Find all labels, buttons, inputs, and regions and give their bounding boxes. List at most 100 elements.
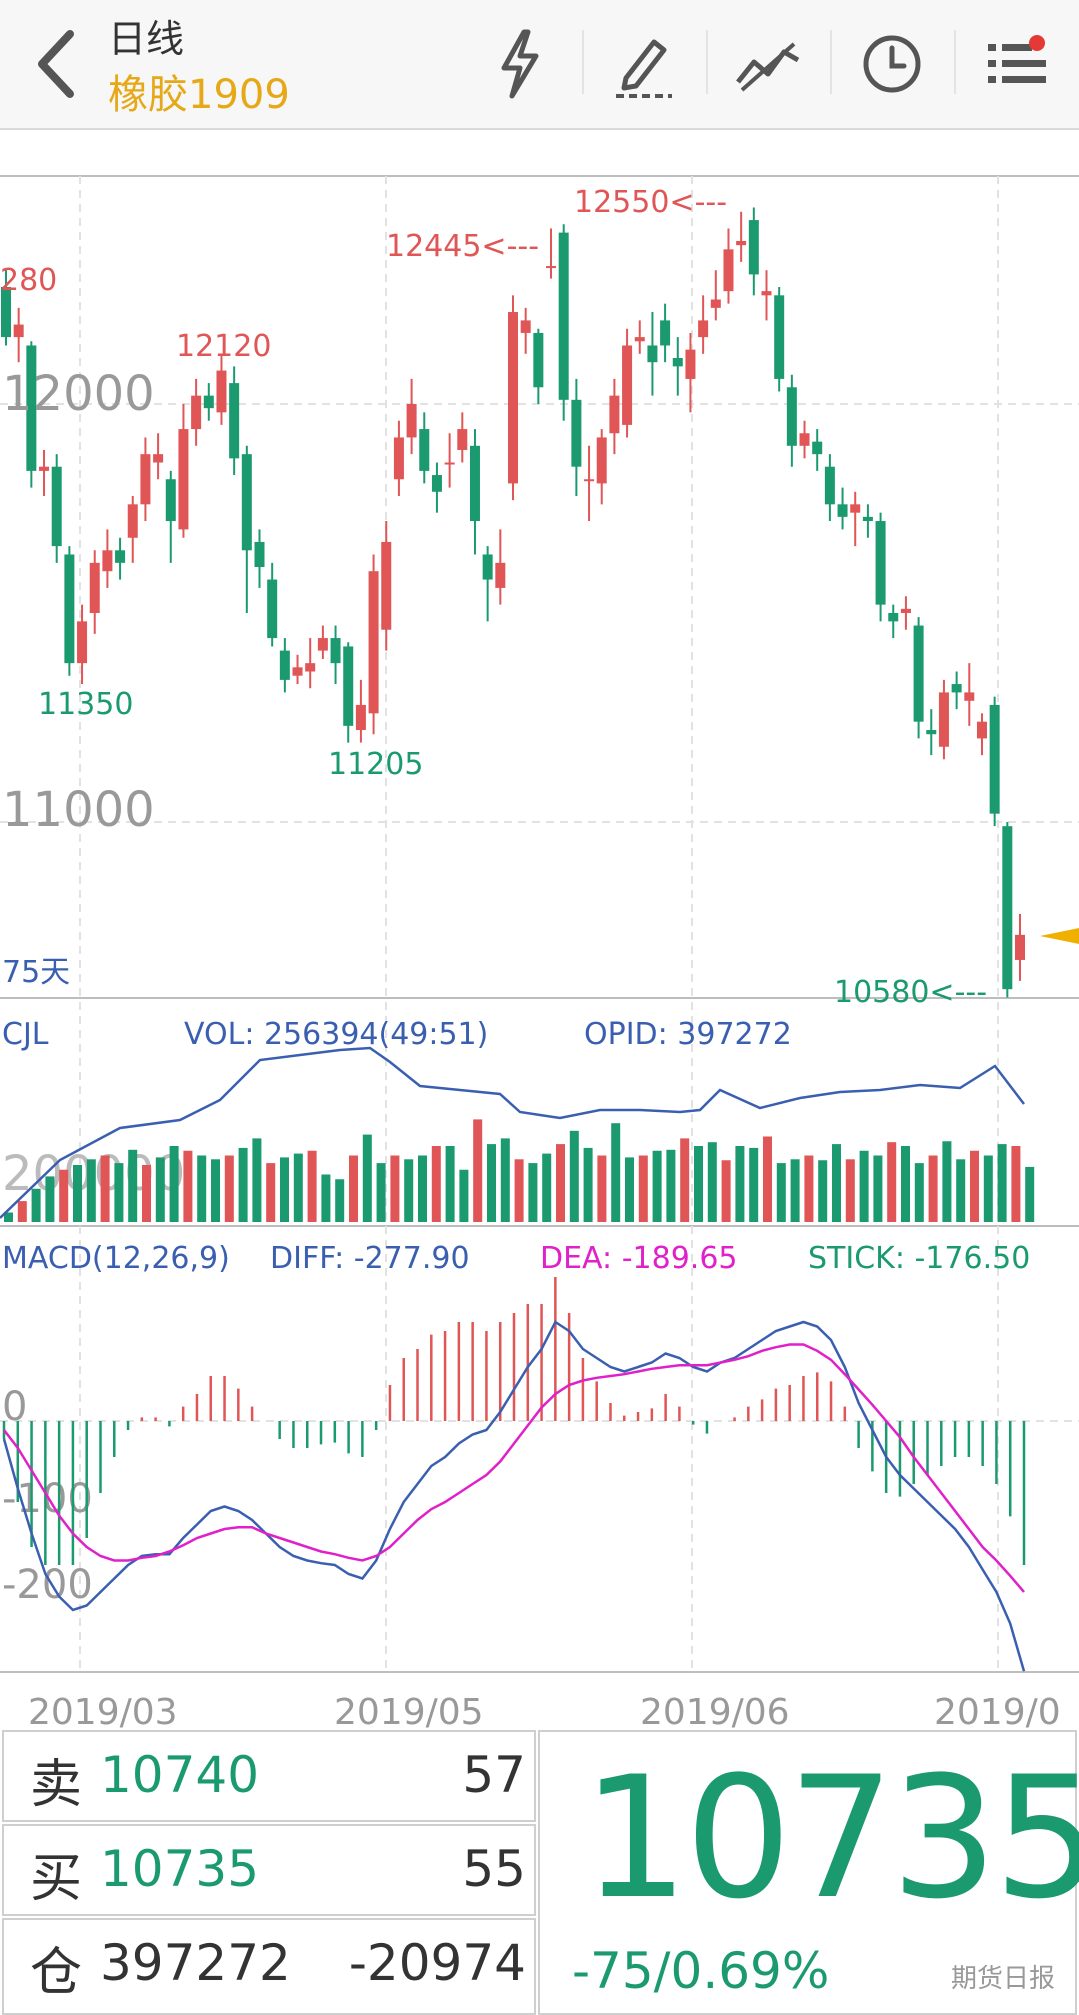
volume-bar <box>928 1155 938 1222</box>
notification-dot-icon <box>1029 35 1045 51</box>
candle <box>13 307 24 363</box>
volume-bar <box>611 1123 621 1222</box>
sell-label: 卖 <box>30 1755 83 1815</box>
volume-bar <box>86 1159 96 1222</box>
back-button[interactable] <box>28 26 88 102</box>
candle <box>989 696 1000 827</box>
volume-bar <box>169 1146 179 1222</box>
volume-bar <box>473 1119 483 1222</box>
candle <box>241 445 252 613</box>
volume-bar <box>970 1150 979 1222</box>
contract-name[interactable]: 橡胶1909 <box>108 72 290 118</box>
opid-line <box>0 1046 1025 1219</box>
oi-change: -20974 <box>348 1934 526 1992</box>
indicator-button[interactable] <box>728 24 808 104</box>
candle <box>951 671 962 710</box>
candle <box>368 554 379 735</box>
candle <box>482 546 493 622</box>
open-interest-row: 仓 397272 -20974 <box>2 1918 536 2015</box>
candle <box>229 366 240 476</box>
candle <box>926 709 937 756</box>
top-bar: 日线 橡胶1909 <box>0 0 1079 130</box>
volume-bar <box>694 1146 703 1222</box>
volume-bar <box>335 1179 345 1222</box>
volume-bar <box>31 1188 41 1222</box>
draw-button[interactable] <box>604 24 684 104</box>
annot-11205: 11205 <box>328 747 423 782</box>
volume-bar <box>487 1144 496 1222</box>
volume-bar <box>956 1159 966 1222</box>
candle <box>393 420 404 496</box>
y-tick-11000: 11000 <box>2 782 155 838</box>
volume-bar <box>569 1130 579 1222</box>
candle <box>1015 913 1025 981</box>
candle <box>140 437 151 522</box>
quote-panel: 卖 10740 57 买 10735 55 仓 397272 -20974 10… <box>0 1730 1079 2015</box>
volume-bar <box>321 1174 331 1222</box>
buy-row[interactable]: 买 10735 55 <box>2 1824 536 1916</box>
volume-bar <box>583 1147 593 1222</box>
annot-75days: 75天 <box>2 955 70 990</box>
volume-bar <box>280 1157 289 1222</box>
candle <box>39 449 50 496</box>
pencil-icon <box>616 39 672 98</box>
volume-bar <box>183 1150 193 1222</box>
candle <box>267 562 278 647</box>
x-tick-2019-05: 2019/05 <box>334 1692 484 1730</box>
candle <box>900 596 911 630</box>
volume-bar <box>680 1138 690 1222</box>
candle <box>799 420 810 459</box>
candle <box>508 295 518 501</box>
candle <box>596 429 607 505</box>
buy-price: 10735 <box>100 1840 260 1898</box>
volume-bar <box>45 1176 55 1222</box>
volume-bar <box>556 1144 565 1222</box>
candlestick-series <box>1 207 1025 998</box>
candle <box>127 495 138 563</box>
volume-bar <box>404 1159 414 1222</box>
candle <box>51 454 62 563</box>
candle <box>279 638 290 693</box>
volume-bar <box>721 1160 731 1222</box>
candle <box>305 638 316 689</box>
volume-bar <box>59 1169 69 1222</box>
volume-bar <box>638 1155 648 1222</box>
y-tick-12000: 12000 <box>2 366 155 422</box>
current-price-marker-icon <box>1040 928 1079 944</box>
page-title: 日线 <box>108 17 185 61</box>
lightning-button[interactable] <box>480 24 560 104</box>
volume-bar <box>128 1149 138 1222</box>
volume-bar <box>390 1155 400 1222</box>
volume-bar <box>459 1169 469 1222</box>
kline-chart[interactable]: 12000 11000 280 12120 12445<--- 12550<--… <box>0 0 1079 1730</box>
candle <box>115 537 126 580</box>
volume-bar <box>942 1141 952 1222</box>
volume-bar <box>873 1155 883 1222</box>
annot-280: 280 <box>0 263 57 298</box>
volume-bar <box>266 1163 276 1222</box>
candle <box>457 412 468 463</box>
candle <box>748 207 759 296</box>
volume-bar <box>500 1138 510 1222</box>
period-button[interactable] <box>852 24 932 104</box>
candle <box>888 604 899 639</box>
candle <box>660 303 671 363</box>
candle <box>685 332 696 413</box>
menu-icon <box>988 44 1046 83</box>
volume-bar <box>1025 1166 1035 1222</box>
menu-button[interactable] <box>976 24 1056 104</box>
price-change: -75/0.69% <box>572 1942 830 2000</box>
candle <box>774 286 785 392</box>
volume-bar <box>362 1134 372 1222</box>
candle <box>875 512 886 622</box>
grid <box>0 176 1079 1672</box>
sell-row[interactable]: 卖 10740 57 <box>2 1730 536 1822</box>
candle <box>343 642 354 743</box>
volume-bar <box>224 1155 234 1222</box>
volume-bar <box>528 1163 538 1222</box>
candle <box>330 625 341 685</box>
volume-bar <box>252 1138 262 1222</box>
back-chevron-icon <box>38 30 74 98</box>
volume-bar <box>418 1155 427 1222</box>
volume-bar <box>845 1159 855 1222</box>
